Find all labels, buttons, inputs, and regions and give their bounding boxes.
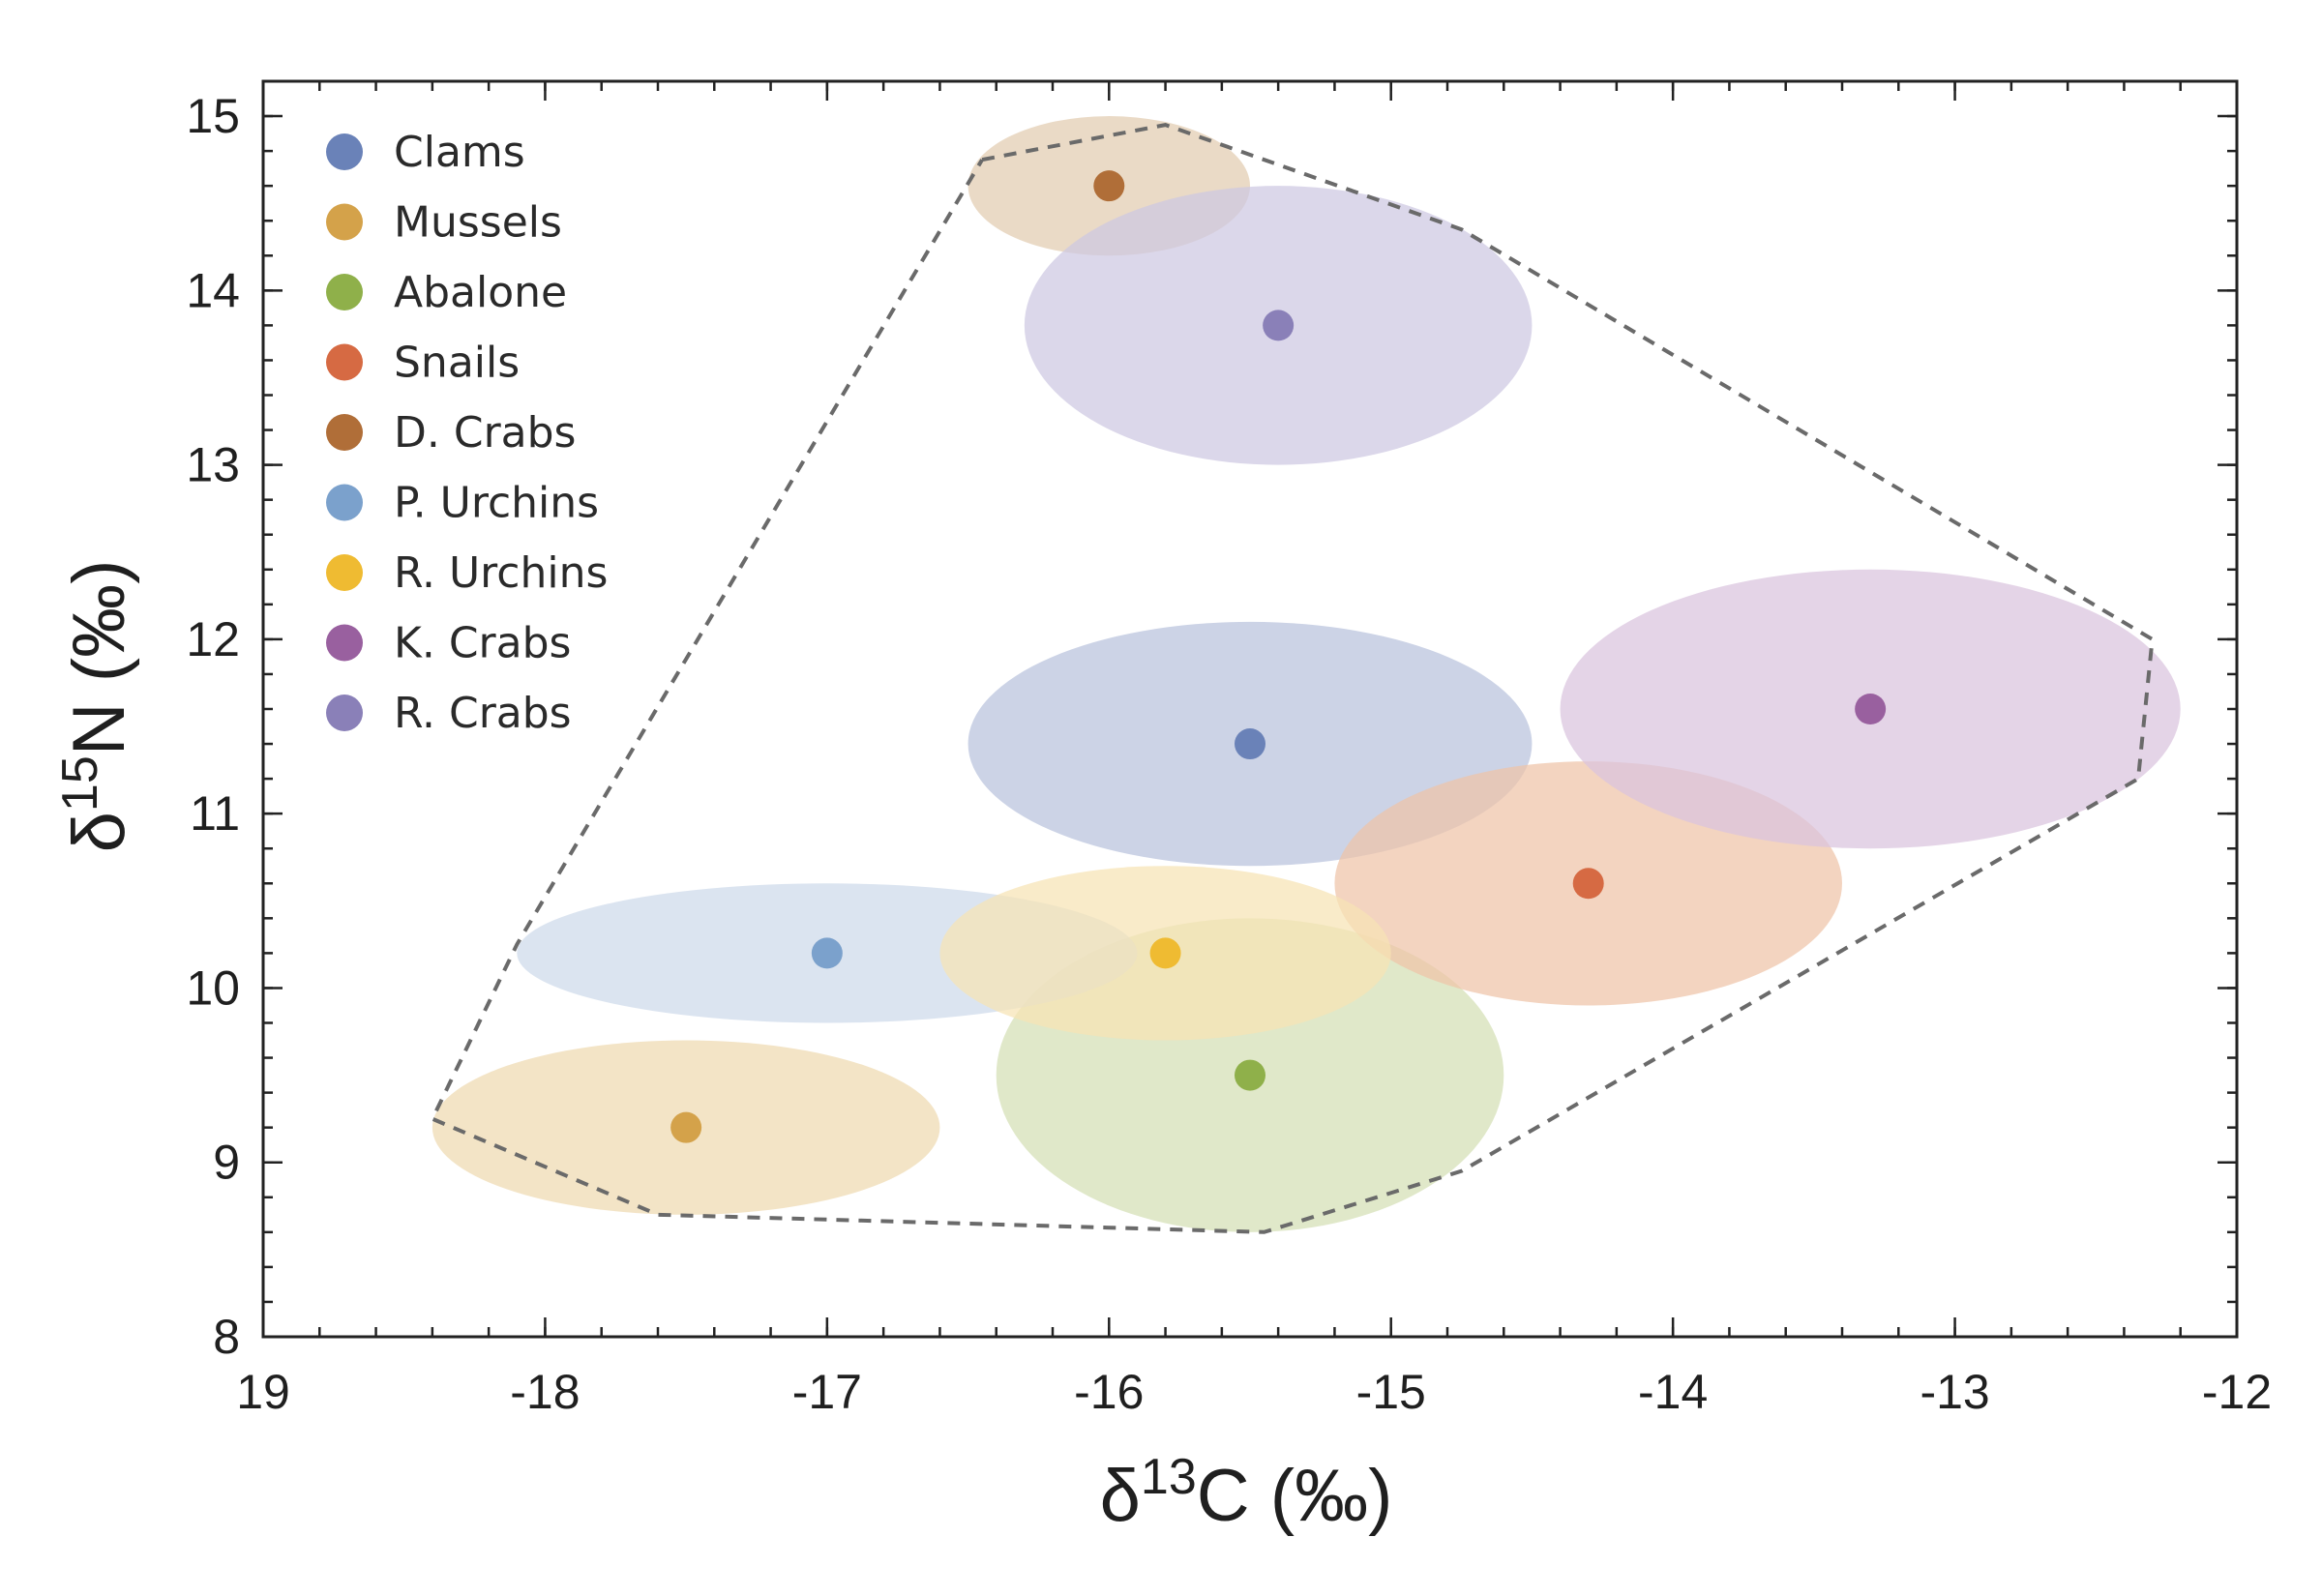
legend-swatch-r-crabs: [326, 695, 363, 731]
ticks-layer: 19 -18 -17 -16 -15 -14 -13 -12 8 9 10 11 12 13 14 15: [186, 79, 2272, 1419]
point-k-crabs: [1855, 694, 1887, 724]
x-tick-label: -12: [2202, 1365, 2272, 1419]
legend-label-p-urchins: P. Urchins: [394, 479, 599, 528]
y-tick-label: 12: [186, 612, 240, 666]
x-tick-label: -16: [1074, 1365, 1144, 1419]
x-tick-label: 19: [236, 1365, 290, 1419]
convex-hull-outline: [430, 123, 2155, 1234]
points-layer: [670, 170, 1887, 1143]
legend-label-d-crabs: D. Crabs: [394, 408, 576, 458]
y-axis-title-superscript: 15: [52, 755, 108, 812]
ellipses-layer: [432, 116, 2181, 1232]
y-tick-label: 10: [186, 961, 240, 1015]
x-axis-title-base: δ: [1100, 1455, 1141, 1537]
y-axis-title-base: δ: [58, 812, 140, 852]
x-tick-label: -15: [1356, 1365, 1426, 1419]
point-r-crabs: [1263, 310, 1295, 341]
point-d-crabs: [1093, 170, 1125, 202]
legend-swatch-r-urchins: [326, 554, 363, 591]
x-axis-title: δ13C (‰): [1100, 1449, 1393, 1537]
legend-swatch-abalone: [326, 274, 363, 310]
y-axis-title: δ15N (‰): [52, 560, 140, 853]
point-r-urchins: [1149, 937, 1181, 969]
x-tick-label: -18: [510, 1365, 580, 1419]
legend-label-r-urchins: R. Urchins: [394, 548, 608, 598]
y-tick-label: 9: [213, 1136, 240, 1190]
legend-label-clams: Clams: [394, 128, 525, 177]
y-tick-label: 13: [186, 438, 240, 492]
y-tick-label: 14: [186, 263, 240, 317]
x-tick-label: -14: [1638, 1365, 1708, 1419]
point-p-urchins: [811, 937, 843, 969]
y-axis-title-rest: N (‰): [58, 560, 140, 756]
legend-swatch-k-crabs: [326, 624, 363, 662]
x-axis-title-superscript: 13: [1141, 1449, 1197, 1505]
legend-label-snails: Snails: [394, 339, 520, 388]
x-tick-label: -17: [792, 1365, 862, 1419]
legend-label-abalone: Abalone: [394, 268, 567, 317]
legend-label-r-crabs: R. Crabs: [394, 689, 572, 738]
y-tick-label: 8: [213, 1310, 240, 1364]
x-axis-title-rest: C (‰): [1197, 1455, 1393, 1537]
legend-swatch-d-crabs: [326, 414, 363, 451]
legend-swatch-p-urchins: [326, 484, 363, 521]
y-tick-label: 15: [186, 89, 240, 143]
legend-label-k-crabs: K. Crabs: [394, 619, 571, 668]
point-clams: [1235, 728, 1265, 760]
legend-swatch-clams: [326, 133, 363, 170]
legend-swatch-mussels: [326, 203, 363, 241]
y-tick-label: 11: [190, 786, 240, 841]
x-tick-label: -13: [1920, 1365, 1989, 1419]
point-abalone: [1235, 1059, 1265, 1091]
legend-swatch-snails: [326, 343, 363, 381]
legend-label-mussels: Mussels: [394, 198, 562, 248]
point-snails: [1572, 868, 1604, 900]
point-mussels: [670, 1111, 702, 1143]
legend: Clams Mussels Abalone Snails D. Crabs P. Urch…: [326, 128, 608, 738]
